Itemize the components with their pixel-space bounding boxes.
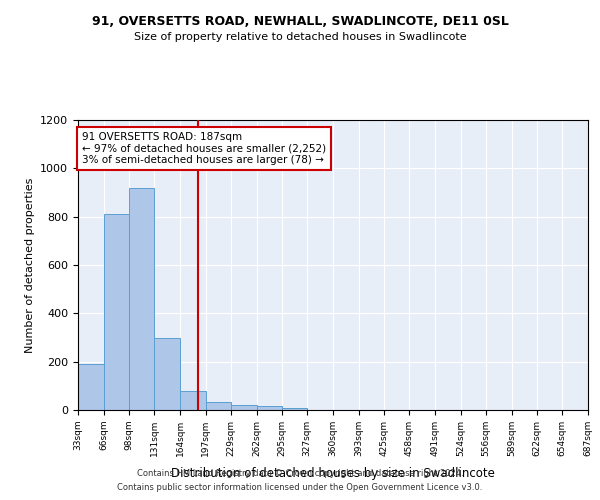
Text: 91, OVERSETTS ROAD, NEWHALL, SWADLINCOTE, DE11 0SL: 91, OVERSETTS ROAD, NEWHALL, SWADLINCOTE… [92, 15, 508, 28]
Bar [257, 406, 283, 410]
Text: Contains public sector information licensed under the Open Government Licence v3: Contains public sector information licen… [118, 484, 482, 492]
Bar [231, 405, 257, 410]
X-axis label: Distribution of detached houses by size in Swadlincote: Distribution of detached houses by size … [171, 467, 495, 480]
Bar [283, 408, 307, 410]
Bar [78, 364, 104, 410]
Bar [206, 402, 231, 410]
Bar [104, 214, 128, 410]
Y-axis label: Number of detached properties: Number of detached properties [25, 178, 35, 352]
Text: Size of property relative to detached houses in Swadlincote: Size of property relative to detached ho… [134, 32, 466, 42]
Bar [154, 338, 180, 410]
Bar [128, 188, 154, 410]
Text: 91 OVERSETTS ROAD: 187sqm
← 97% of detached houses are smaller (2,252)
3% of sem: 91 OVERSETTS ROAD: 187sqm ← 97% of detac… [82, 132, 326, 166]
Bar [180, 390, 206, 410]
Text: Contains HM Land Registry data © Crown copyright and database right 2024.: Contains HM Land Registry data © Crown c… [137, 468, 463, 477]
